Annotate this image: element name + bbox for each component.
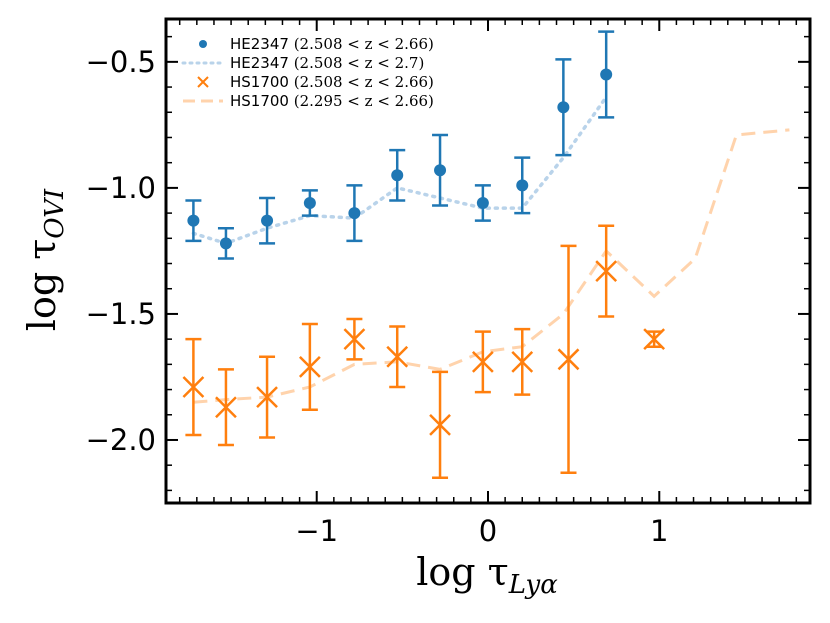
data-point-cross — [471, 350, 494, 373]
plot-frame — [164, 17, 812, 505]
legend-item-3: HS1700 (2.508 < z < 2.66) — [197, 73, 434, 91]
x-tick-label: 1 — [650, 514, 668, 548]
data-point-cross — [343, 328, 366, 351]
data-point — [348, 207, 361, 220]
data-point-cross — [298, 355, 321, 378]
legend-label: HE2347 (2.508 < z < 2.7) — [230, 54, 424, 72]
x-tick-label: −1 — [295, 514, 338, 548]
y-tick-label: −1.0 — [86, 171, 156, 205]
legend-series-name: HS1700 — [230, 92, 294, 110]
series-line — [193, 128, 790, 404]
data-point — [516, 179, 529, 192]
y-tick-label: −1.5 — [86, 297, 156, 331]
x-axis-label-main: log τ — [416, 550, 508, 594]
data-point-cross — [595, 260, 618, 282]
data-point — [391, 169, 404, 182]
legend-series-name: HE2347 — [230, 54, 294, 72]
legend-item-2: HE2347 (2.508 < z < 2.7) — [181, 54, 424, 72]
legend-series-name: HE2347 — [230, 35, 294, 53]
legend-marker — [199, 40, 207, 48]
data-point-cross — [386, 345, 409, 368]
data-point — [303, 197, 316, 210]
legend-marker — [197, 76, 209, 88]
y-tick-label: −0.5 — [86, 45, 156, 79]
legend-label: HE2347 (2.508 < z < 2.66) — [230, 35, 434, 53]
y-axis-label-main: log τ — [20, 239, 64, 331]
legend-series-name: HS1700 — [230, 73, 294, 91]
x-axis-label-sub: Lyα — [508, 570, 558, 600]
series-he2347-points-errorbars — [185, 30, 615, 260]
legend-redshift-range: (2.508 < z < 2.66) — [294, 35, 434, 53]
x-axis-label: log τLyα — [416, 550, 558, 600]
data-point — [476, 197, 489, 210]
data-point-cross — [215, 396, 237, 419]
series-layer — [182, 30, 790, 480]
y-axis-label-sub: OVI — [40, 188, 70, 239]
legend-item-4: HS1700 (2.295 < z < 2.66) — [183, 92, 434, 110]
data-point — [261, 214, 274, 227]
data-point-cross — [256, 386, 278, 409]
data-point-cross — [643, 328, 666, 351]
legend-redshift-range: (2.508 < z < 2.66) — [294, 73, 434, 91]
legend-item-1: HE2347 (2.508 < z < 2.66) — [199, 35, 434, 53]
legend-label: HS1700 (2.295 < z < 2.66) — [230, 92, 434, 110]
x-tick-label: 0 — [479, 514, 497, 548]
y-axis-label: log τOVI — [20, 188, 70, 331]
series-hs1700-crosses-errorbars — [182, 224, 666, 480]
legend-label: HS1700 (2.508 < z < 2.66) — [230, 73, 434, 91]
series-hs1700-dashed-line — [193, 128, 790, 404]
ticks-layer: −1 0 1 −2.0 −1.5 −1.0 −0.5 — [86, 19, 810, 548]
data-point-cross — [182, 376, 205, 398]
data-point — [600, 68, 613, 81]
data-point — [187, 214, 200, 227]
data-point-cross — [511, 350, 534, 373]
legend-redshift-range: (2.295 < z < 2.66) — [294, 92, 434, 110]
data-point — [557, 101, 570, 114]
legend-redshift-range: (2.508 < z < 2.7) — [294, 54, 425, 72]
data-point-cross — [429, 413, 451, 436]
data-point — [434, 164, 447, 177]
data-point-cross — [557, 348, 580, 371]
data-point — [219, 237, 232, 250]
y-tick-label: −2.0 — [86, 423, 156, 457]
legend: HE2347 (2.508 < z < 2.66)HE2347 (2.508 <… — [181, 35, 434, 110]
